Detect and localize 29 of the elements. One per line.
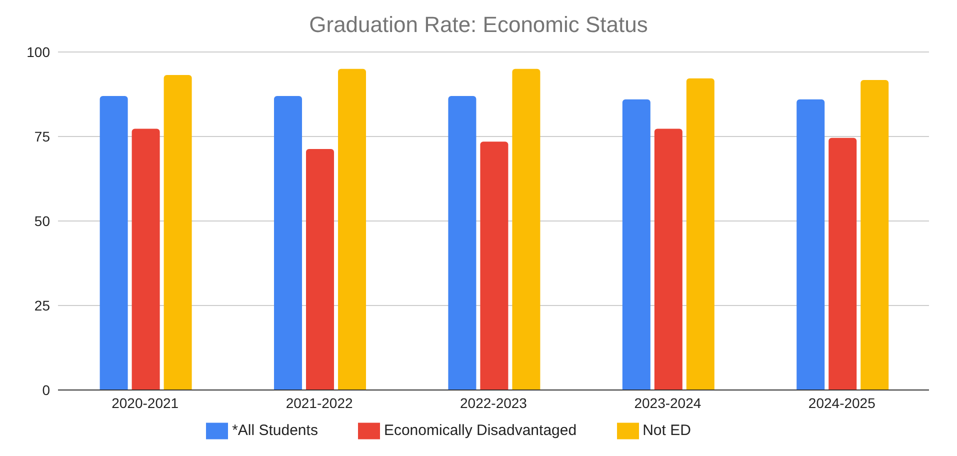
y-tick-label: 100 (26, 44, 50, 60)
y-tick-label: 0 (42, 382, 50, 398)
x-tick-label: 2021-2022 (286, 394, 353, 411)
bar (338, 68, 366, 390)
bar (654, 128, 682, 390)
bar (100, 96, 128, 390)
bar (306, 149, 334, 390)
x-tick-label: 2024-2025 (808, 394, 876, 411)
bar (274, 96, 302, 390)
bar (132, 128, 160, 390)
legend-label: Economically Disadvantaged (384, 422, 577, 439)
x-tick-label: 2022-2023 (460, 394, 528, 411)
bar (860, 80, 889, 390)
legend-label: *All Students (232, 422, 318, 439)
bar (448, 96, 476, 390)
bar (480, 142, 508, 390)
chart-title: Graduation Rate: Economic Status (308, 11, 649, 39)
x-tick-label: 2023-2024 (634, 394, 702, 411)
x-tick-label: 2020-2021 (112, 394, 179, 411)
bar (512, 68, 540, 390)
bar (796, 99, 825, 390)
bar (686, 78, 714, 390)
y-tick-label: 75 (34, 128, 50, 144)
y-tick-label: 50 (34, 212, 50, 229)
legend-label: Not ED (642, 422, 691, 439)
bar (828, 138, 857, 390)
bar (164, 74, 192, 390)
y-tick-label: 25 (34, 297, 50, 314)
bar (622, 99, 650, 390)
